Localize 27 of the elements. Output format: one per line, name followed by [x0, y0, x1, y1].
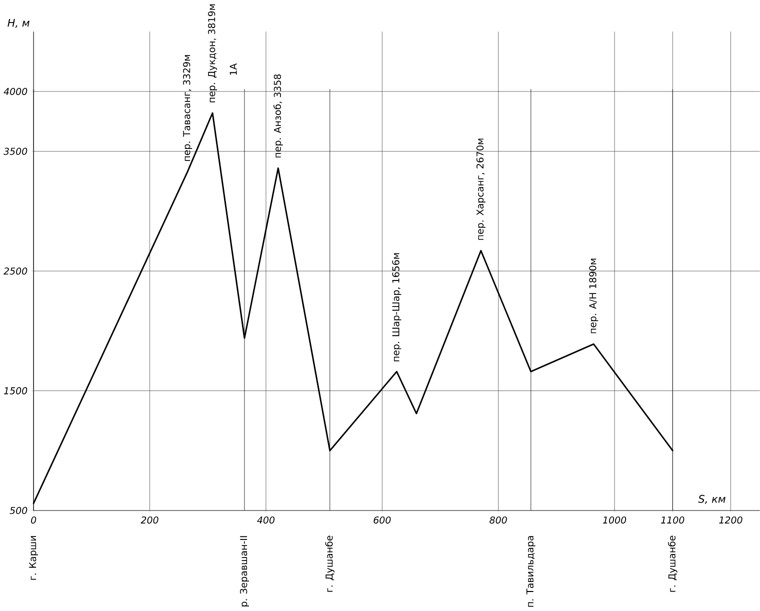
- y-tick-label: 3500: [4, 148, 28, 155]
- x-tick-label: 1000: [602, 516, 626, 524]
- y-tick-label: 1500: [4, 387, 28, 394]
- y-tick-label: 4000: [4, 88, 28, 95]
- annotation: пер. Шар-Шар, 1656м: [392, 253, 402, 362]
- x-tick-label: 600: [374, 516, 391, 524]
- annotation: 1А: [230, 63, 237, 75]
- y-tick-label: 500: [10, 506, 28, 514]
- y-tick-label: 2500: [4, 267, 28, 275]
- y-axis-title: H, м: [8, 18, 30, 28]
- ref-line-label: п. Тавильдара: [526, 536, 536, 607]
- annotation: пер. А/Н 1890м: [589, 258, 598, 334]
- x-tick-label: 1100: [661, 516, 684, 524]
- annotation: пер. Анзоб, 3358: [274, 74, 283, 158]
- x-tick-label: 800: [490, 516, 507, 524]
- annotation: пер. Харсанг, 2670м: [476, 138, 486, 240]
- annotation: пер. Дукдон, 3819м: [208, 4, 218, 102]
- ref-line-label: г. Душанбе: [668, 536, 678, 592]
- x-tick-label: 400: [257, 516, 275, 524]
- ref-line-label: р. Зеравшан-II: [240, 536, 249, 606]
- x-tick-label: 1200: [719, 516, 742, 524]
- x-axis-title: S, км: [698, 494, 726, 504]
- ref-line-label: г. Карши: [29, 536, 38, 580]
- x-tick-label: 0: [31, 516, 36, 524]
- annotation: пер. Тавасанг, 3329м: [183, 55, 192, 161]
- x-tick-label: 200: [140, 516, 158, 524]
- ref-line-label: г. Душанбе: [325, 536, 335, 592]
